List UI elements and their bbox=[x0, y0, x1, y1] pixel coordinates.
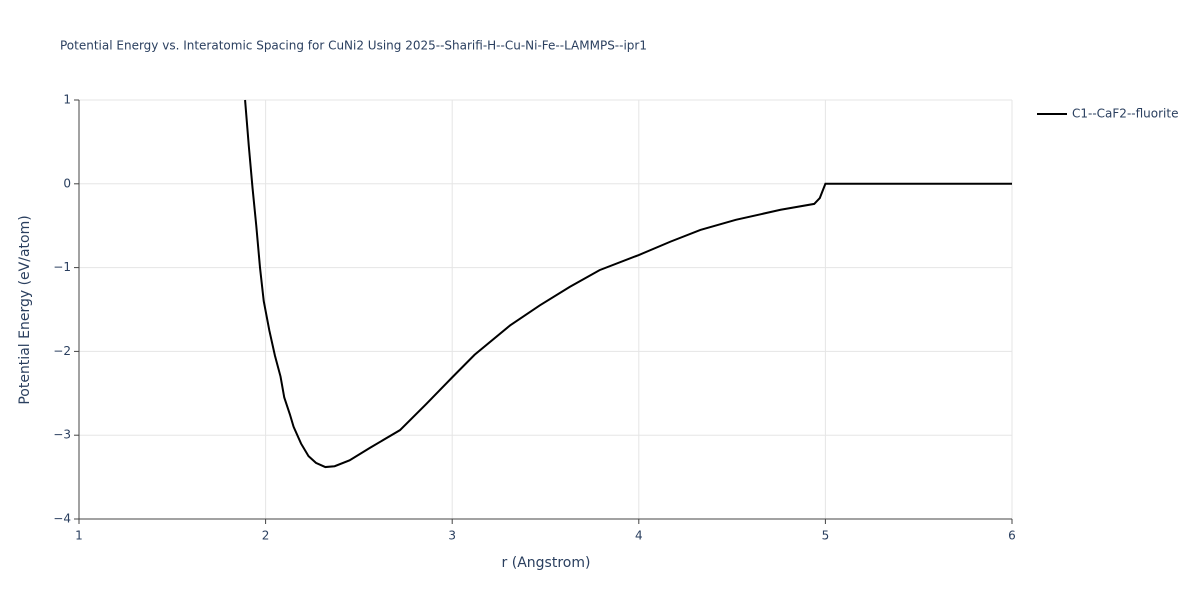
y-tick-label: −1 bbox=[53, 260, 71, 274]
chart-title: Potential Energy vs. Interatomic Spacing… bbox=[60, 39, 647, 53]
y-tick-label: −2 bbox=[53, 344, 71, 358]
x-tick-label: 5 bbox=[822, 529, 830, 543]
x-tick-label: 3 bbox=[448, 529, 456, 543]
x-tick-label: 6 bbox=[1008, 529, 1016, 543]
x-tick-label: 2 bbox=[262, 529, 270, 543]
y-tick-label: −3 bbox=[53, 428, 71, 442]
line-series bbox=[244, 99, 1012, 469]
x-tick-label: 1 bbox=[75, 529, 83, 543]
x-axis-label: r (Angstrom) bbox=[502, 555, 591, 571]
y-tick-label: 0 bbox=[63, 176, 71, 190]
x-tick-label: 4 bbox=[635, 529, 643, 543]
y-tick-label: −4 bbox=[53, 512, 71, 526]
y-axis-label: Potential Energy (eV/atom) bbox=[17, 215, 33, 404]
legend-label: C1--CaF2--fluorite bbox=[1072, 107, 1178, 121]
y-tick-label: 1 bbox=[63, 93, 71, 107]
